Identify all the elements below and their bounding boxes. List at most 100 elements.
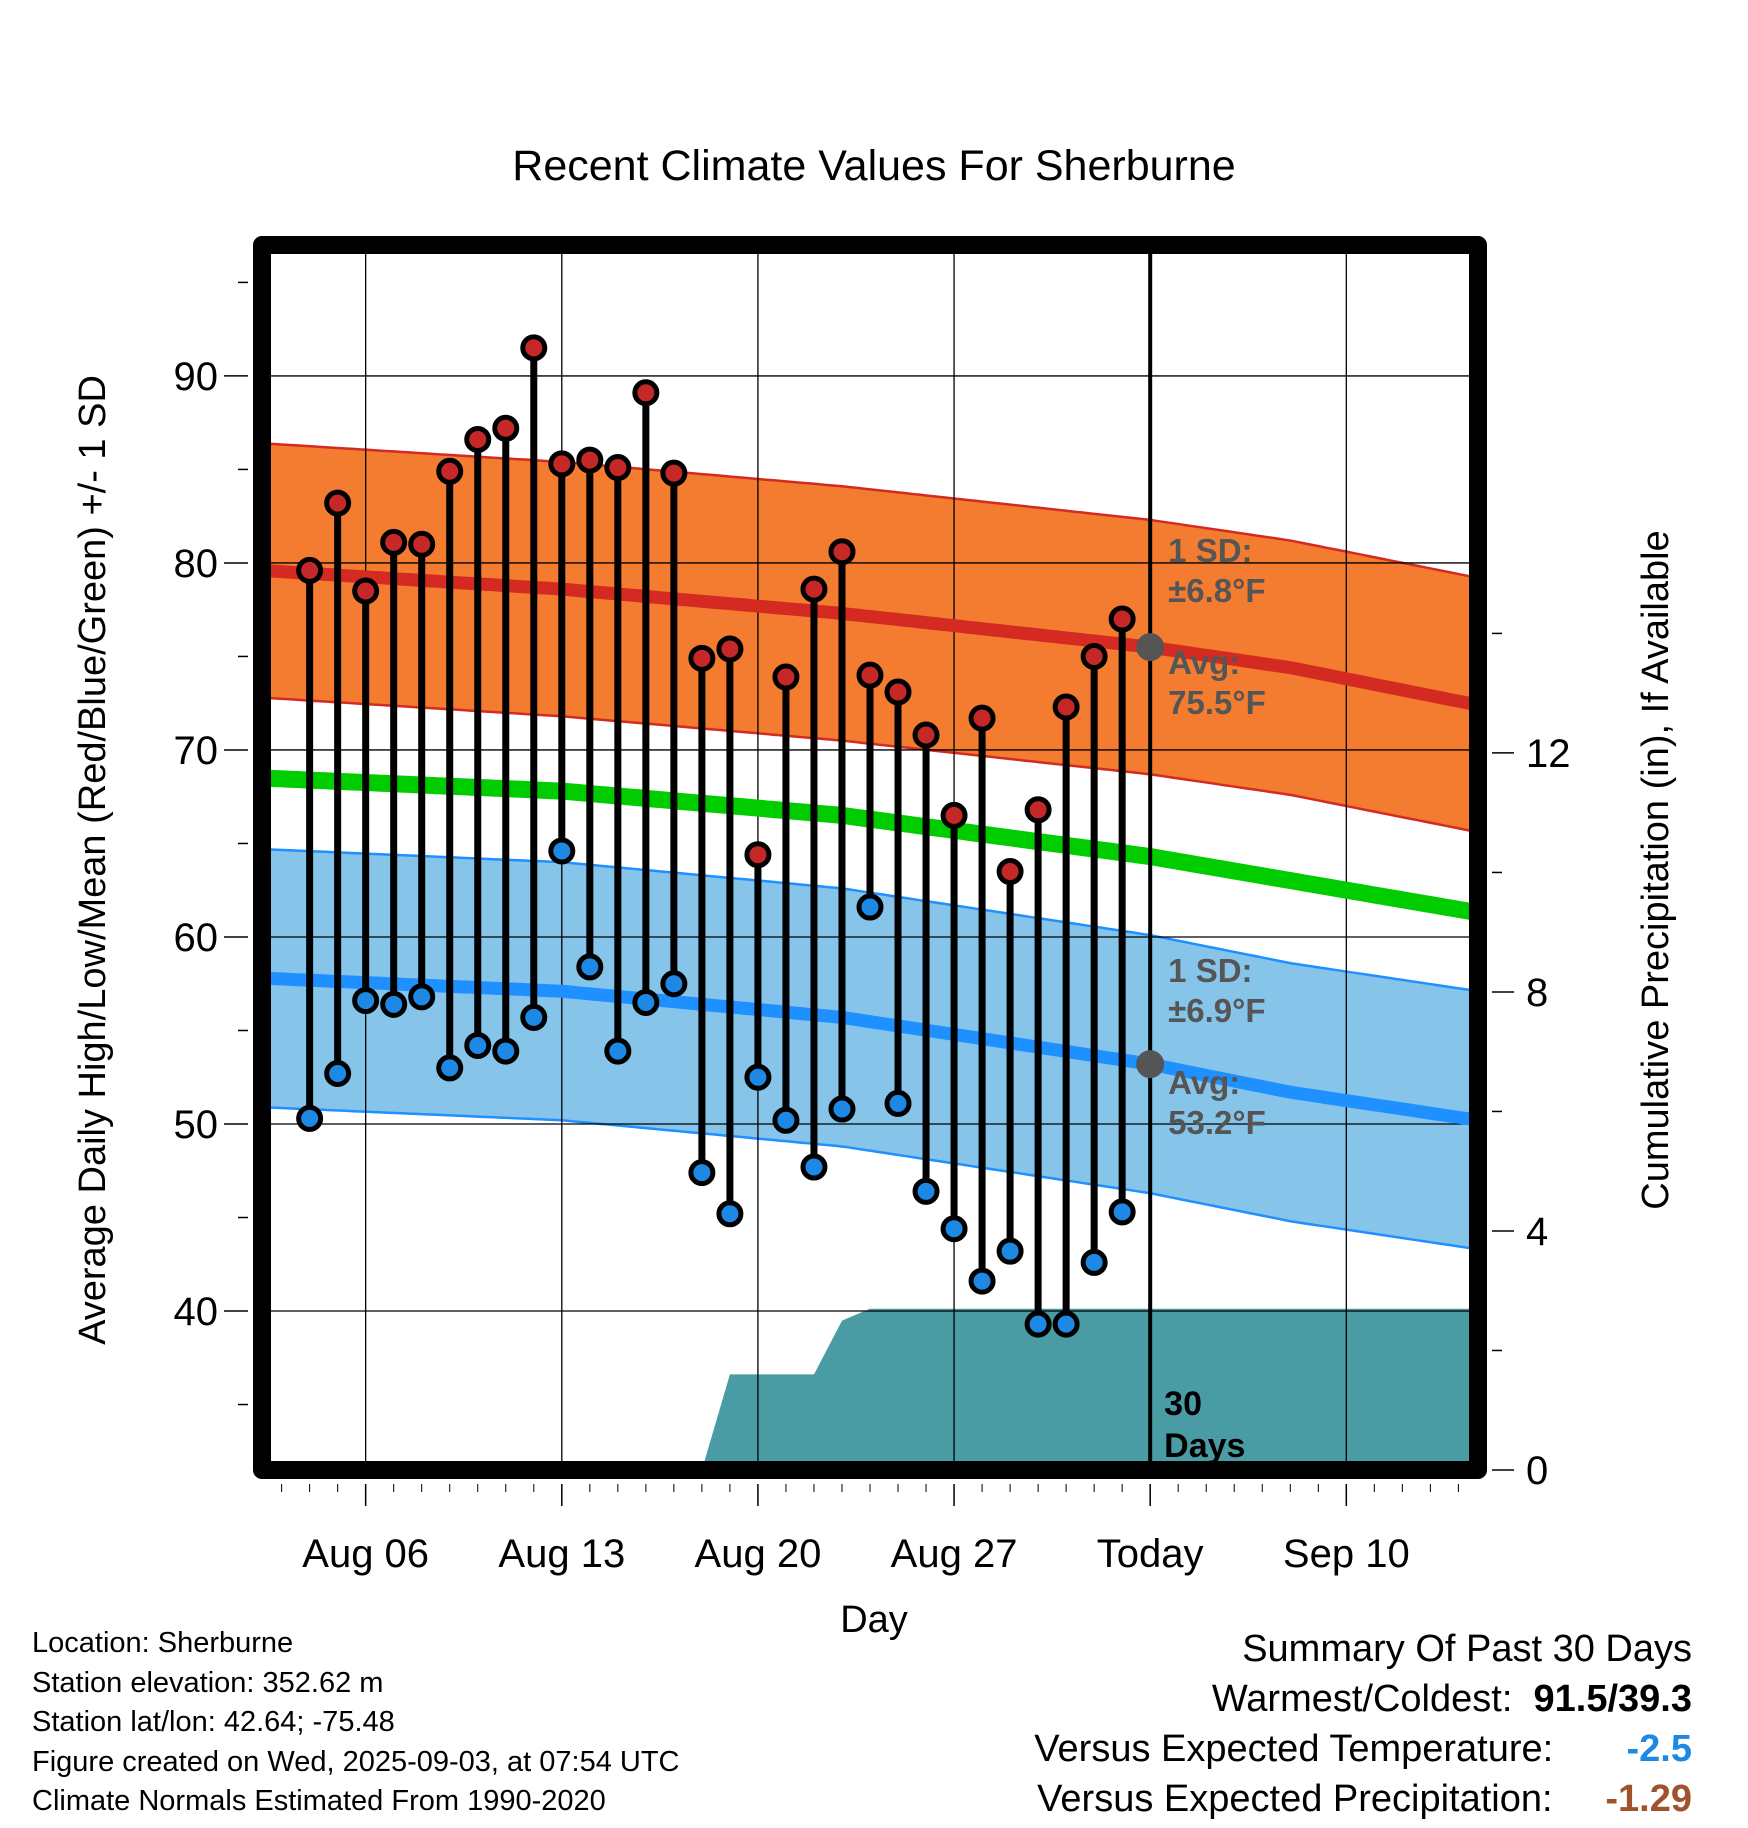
low-marker [912, 1177, 940, 1205]
low-marker [324, 1060, 352, 1088]
high-marker [716, 635, 744, 663]
high-sd-label-line: 1 SD: [1168, 532, 1252, 569]
low-avg-label: Avg: 53.2°F [1168, 1064, 1266, 1141]
high-marker [632, 379, 660, 407]
created-text: Figure created on Wed, 2025-09-03, at 07… [32, 1745, 680, 1778]
versus-temp-label: Versus Expected Temperature: [1034, 1728, 1554, 1770]
plot-frame [253, 236, 1487, 1479]
low-sd-label-line: 1 SD: [1168, 952, 1252, 989]
x-tick-label: Aug 06 [302, 1532, 429, 1576]
high-avg-label-line: 75.5°F [1168, 684, 1266, 721]
low-marker [744, 1063, 772, 1091]
low-marker [688, 1159, 716, 1187]
low-marker [436, 1054, 464, 1082]
x-tick-label: Sep 10 [1283, 1532, 1410, 1576]
high-marker [940, 801, 968, 829]
low-avg-label-line: 53.2°F [1168, 1104, 1266, 1141]
high-marker [408, 530, 436, 558]
low-marker [772, 1106, 800, 1134]
high-avg-label-line: Avg: [1168, 644, 1240, 681]
normal-low-line [262, 971, 1475, 1127]
low-marker [576, 953, 604, 981]
high-marker [884, 678, 912, 706]
summary-warmest-row: Warmest/Coldest: 91.5/39.3 [1034, 1674, 1692, 1724]
high-marker [464, 426, 492, 454]
low-marker [632, 988, 660, 1016]
x-tick-label: Today [1097, 1532, 1204, 1576]
low-marker [940, 1215, 968, 1243]
low-marker [604, 1037, 632, 1065]
location-text: Location: Sherburne [32, 1627, 294, 1659]
low-marker [660, 970, 688, 998]
high-marker [520, 334, 548, 362]
high-marker [660, 459, 688, 487]
low-marker [884, 1089, 912, 1117]
low-marker [800, 1153, 828, 1181]
versus-precip-label: Versus Expected Precipitation: [1037, 1778, 1553, 1820]
y-tick-label: 90 [174, 355, 219, 399]
summary-panel: Summary Of Past 30 Days Warmest/Coldest:… [1034, 1624, 1692, 1824]
low-marker [352, 987, 380, 1015]
y2-tick-label: 12 [1526, 732, 1571, 776]
low-marker [408, 983, 436, 1011]
high-marker [912, 721, 940, 749]
chart-title: Recent Climate Values For Sherburne [512, 142, 1235, 190]
high-marker [856, 661, 884, 689]
normals-text: Climate Normals Estimated From 1990-2020 [32, 1785, 606, 1817]
high-marker [492, 414, 520, 442]
warmest-value: 91.5/39.3 [1533, 1678, 1692, 1720]
high-marker [744, 841, 772, 869]
high-marker [688, 644, 716, 672]
y2-axis-title: Cumulative Precipitation (in), If Availa… [1635, 530, 1677, 1209]
low-marker [380, 990, 408, 1018]
low-sd-label-line: ±6.9°F [1168, 992, 1265, 1029]
normal-high-line [262, 563, 1476, 711]
elevation-text: Station elevation: 352.62 m [32, 1666, 384, 1699]
high-marker [1052, 693, 1080, 721]
high-marker [604, 454, 632, 482]
summary-precip-row: Versus Expected Precipitation: -1.29 [1034, 1774, 1692, 1824]
summary-heading: Summary Of Past 30 Days [1242, 1628, 1692, 1670]
low-marker [548, 837, 576, 865]
x-tick-label: Aug 20 [695, 1532, 822, 1576]
low-marker [968, 1267, 996, 1295]
low-sd-lower-edge [262, 1105, 1474, 1250]
high-marker [1108, 605, 1136, 633]
days-label: 30 Days [1164, 1385, 1245, 1465]
low-avg-label-line: Avg: [1168, 1064, 1240, 1101]
summary-temp-row: Versus Expected Temperature: -2.5 [1034, 1724, 1692, 1774]
versus-precip-value: -1.29 [1605, 1778, 1692, 1820]
high-marker [968, 704, 996, 732]
days-label-line: Days [1164, 1427, 1245, 1465]
station-info: Location: Sherburne Station elevation: 3… [32, 1624, 680, 1822]
low-marker [464, 1031, 492, 1059]
high-marker [800, 575, 828, 603]
today-low-avg-marker [1136, 1050, 1165, 1079]
x-tick-label: Aug 13 [498, 1532, 625, 1576]
low-marker [1052, 1310, 1080, 1338]
precip-area [701, 1308, 1478, 1470]
axes: 40 50 60 70 80 90 0 4 8 12 Aug 06 Aug 13 Aug 20 Aug 2… [174, 236, 1571, 1576]
low-marker [716, 1200, 744, 1228]
high-marker [1024, 796, 1052, 824]
high-sd-upper-edge [262, 441, 1475, 579]
high-marker [296, 556, 324, 584]
low-marker [1024, 1310, 1052, 1338]
high-marker [548, 450, 576, 478]
warmest-label: Warmest/Coldest: [1211, 1678, 1513, 1720]
y2-tick-label: 4 [1526, 1210, 1548, 1254]
today-high-avg-marker [1136, 633, 1165, 662]
high-marker [828, 538, 856, 566]
y-tick-label: 80 [174, 542, 219, 586]
high-marker [772, 663, 800, 691]
y-tick-label: 40 [174, 1290, 219, 1334]
high-sd-label-line: ±6.8°F [1168, 572, 1265, 609]
x-axis-title: Day [840, 1599, 908, 1641]
high-marker [352, 577, 380, 605]
low-marker [492, 1037, 520, 1065]
low-marker [520, 1003, 548, 1031]
high-marker [1080, 642, 1108, 670]
